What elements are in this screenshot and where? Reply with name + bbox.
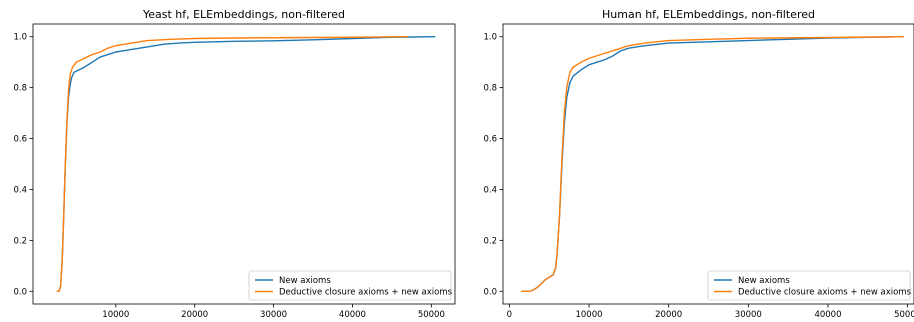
legend-box (248, 270, 452, 301)
x-tick-label: 10000 (575, 310, 602, 320)
series-line-deductive-closure (56, 36, 408, 292)
series-line-deductive-closure (521, 36, 904, 292)
series-line-new-axioms (56, 36, 436, 292)
x-tick-label: 50000 (418, 310, 445, 320)
x-tick-label: 40000 (339, 310, 366, 320)
y-tick-label: 0.6 (483, 135, 497, 145)
series-line-new-axioms (521, 36, 904, 292)
y-tick-label: 1.0 (483, 33, 497, 43)
legend: New axioms Deductive closure axioms + new… (248, 270, 453, 301)
x-tick-label: 0 (507, 310, 512, 320)
x-tick-label: 30000 (260, 310, 287, 320)
y-tick-label: 0.2 (13, 236, 27, 246)
legend: New axioms Deductive closure axioms + new… (707, 270, 912, 301)
axes-frame (32, 23, 456, 305)
chart-panel-1: Yeast hf, ELEmbeddings, non-filtered 0.0 0… (13, 8, 456, 320)
legend-label: New axioms (738, 276, 790, 286)
y-tick-label: 0.2 (483, 236, 497, 246)
legend-label: Deductive closure axioms + new axioms (279, 288, 453, 298)
x-tick-label: 40000 (814, 310, 841, 320)
x-tick-label: 10000 (102, 310, 129, 320)
axes-frame (502, 23, 914, 305)
x-tick-label: 20000 (655, 310, 682, 320)
y-tick-label: 0.0 (13, 287, 27, 297)
x-tick-label: 30000 (735, 310, 762, 320)
chart-panel-2: Human hf, ELEmbeddings, non-filtered 0.0 0… (483, 8, 914, 320)
y-tick-label: 0.4 (13, 185, 27, 195)
y-tick-label: 0.6 (13, 135, 27, 145)
y-tick-label: 0.4 (483, 185, 497, 195)
x-tick-label: 50000 (894, 310, 914, 320)
y-tick-label: 0.0 (483, 287, 497, 297)
legend-label: New axioms (279, 276, 331, 286)
legend-box (707, 270, 911, 301)
series-lines (56, 36, 436, 292)
x-tick-label: 20000 (181, 310, 208, 320)
series-lines (521, 36, 904, 292)
y-tick-label: 1.0 (13, 33, 27, 43)
legend-label: Deductive closure axioms + new axioms (738, 288, 912, 298)
chart-title: Yeast hf, ELEmbeddings, non-filtered (142, 8, 345, 21)
chart-title: Human hf, ELEmbeddings, non-filtered (602, 8, 815, 21)
y-tick-label: 0.8 (483, 84, 497, 94)
y-tick-label: 0.8 (13, 84, 27, 94)
